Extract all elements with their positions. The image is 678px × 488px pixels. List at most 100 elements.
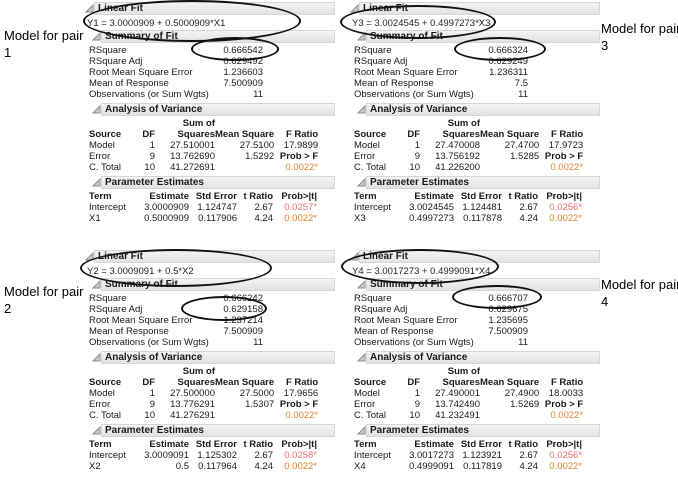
summary-of-fit-header[interactable]: Summary of Fit [85,278,335,291]
summary-value: 0.629158 [223,304,263,315]
anova-p-value: 0.0022* [285,410,319,421]
summary-of-fit-title: Summary of Fit [101,278,335,291]
estimates-cell: X1 [89,213,101,224]
estimates-col-header: t Ratio [243,439,273,450]
anova-cell: 10 [144,410,155,421]
disclosure-triangle-icon[interactable] [92,280,101,289]
anova-prob-f-label: Prob > F [279,399,319,410]
estimates-cell: 4.24 [519,213,539,224]
summary-value: 0.666242 [223,293,263,304]
anova-cell: Model [354,140,380,151]
summary-value: 7.500909 [223,78,263,89]
anova-col-header: F Ratio [285,377,319,388]
anova-cell: 13.756192 [435,151,480,162]
summary-label: Observations (or Sum Wgts) [354,337,474,348]
estimates-p-value: 0.0022* [549,461,582,472]
estimates-cell: 1.124481 [462,202,502,213]
estimates-cell: 3.0017273 [409,450,454,461]
summary-value: 11 [253,89,263,100]
estimates-col-header: t Ratio [508,439,538,450]
estimates-cell: X3 [354,213,366,224]
anova-header[interactable]: Analysis of Variance [350,351,600,364]
parameter-estimates-header[interactable]: Parameter Estimates [85,176,335,189]
estimates-col-header: Term [89,439,112,450]
anova-col-header: Mean Square [215,377,275,388]
linear-fit-header[interactable]: Linear Fit [350,2,600,15]
anova-cell: 10 [409,162,420,173]
parameter-estimates-header[interactable]: Parameter Estimates [350,424,600,437]
linear-fit-header[interactable]: Linear Fit [350,250,600,263]
fit-equation: Y4 = 3.0017273 + 0.4999091*X4 [352,266,491,277]
estimates-col-header: Term [354,191,377,202]
anova-col-header: DF [407,377,420,388]
summary-value: 7.500909 [223,326,263,337]
disclosure-triangle-icon[interactable] [357,178,366,187]
disclosure-triangle-icon[interactable] [357,32,366,41]
estimates-p-value: 0.0258* [284,450,317,461]
summary-label: RSquare Adj [354,56,408,67]
summary-of-fit-table: RSquare 0.666242 RSquare Adj 0.629158 Root… [89,293,263,348]
linear-fit-header[interactable]: Linear Fit [85,250,335,263]
parameter-estimates-header[interactable]: Parameter Estimates [350,176,600,189]
anova-title: Analysis of Variance [101,103,335,116]
summary-of-fit-header[interactable]: Summary of Fit [350,30,600,43]
disclosure-triangle-icon[interactable] [357,353,366,362]
summary-label: Mean of Response [354,78,434,89]
estimates-cell: 1.124747 [197,202,237,213]
estimates-cell: 2.67 [519,450,539,461]
disclosure-triangle-icon[interactable] [350,252,359,261]
disclosure-triangle-icon[interactable] [92,105,101,114]
estimates-col-header: t Ratio [508,191,538,202]
summary-of-fit-header[interactable]: Summary of Fit [85,30,335,43]
anova-cell [480,410,539,421]
estimates-cell: X4 [354,461,366,472]
summary-label: Root Mean Square Error [354,67,458,78]
disclosure-triangle-icon[interactable] [92,353,101,362]
anova-cell: 1 [149,140,155,151]
estimates-cell: Intercept [354,202,391,213]
estimates-cell: 0.117906 [198,213,237,224]
disclosure-triangle-icon[interactable] [92,178,101,187]
anova-cell: 17.9899 [283,140,319,151]
anova-title: Analysis of Variance [366,103,600,116]
disclosure-triangle-icon[interactable] [85,252,94,261]
anova-cell: Model [89,388,115,399]
summary-label: Mean of Response [89,78,169,89]
anova-cell: 10 [409,410,420,421]
anova-cell: C. Total [354,410,387,421]
summary-label: Mean of Response [89,326,169,337]
anova-header[interactable]: Analysis of Variance [85,351,335,364]
anova-prob-f-label: Prob > F [544,151,584,162]
parameter-estimates-table: Term Estimate Std Error t Ratio Prob>|t|… [354,191,582,224]
parameter-estimates-header[interactable]: Parameter Estimates [85,424,335,437]
anova-cell: 18.0033 [548,388,584,399]
disclosure-triangle-icon[interactable] [92,426,101,435]
anova-col-header: Squares [442,129,481,140]
anova-header[interactable]: Analysis of Variance [85,103,335,116]
anova-cell: 1.5307 [245,399,275,410]
summary-label: Root Mean Square Error [354,315,458,326]
estimates-p-value: 0.0256* [549,202,582,213]
summary-of-fit-header[interactable]: Summary of Fit [350,278,600,291]
summary-value: 0.666707 [488,293,528,304]
disclosure-triangle-icon[interactable] [92,32,101,41]
anova-cell: C. Total [89,410,122,421]
disclosure-triangle-icon[interactable] [357,105,366,114]
anova-cell: 13.762690 [170,151,215,162]
disclosure-triangle-icon[interactable] [357,280,366,289]
linear-fit-header[interactable]: Linear Fit [85,2,335,15]
disclosure-triangle-icon[interactable] [357,426,366,435]
anova-header[interactable]: Analysis of Variance [350,103,600,116]
estimates-cell: Intercept [89,202,126,213]
summary-value: 0.666324 [488,45,528,56]
estimates-col-header: Estimate [149,439,189,450]
anova-cell: 27.4700 [504,140,540,151]
anova-col-header: Mean Square [480,377,540,388]
disclosure-triangle-icon[interactable] [350,4,359,13]
disclosure-triangle-icon[interactable] [85,4,94,13]
summary-value: 1.236311 [489,67,528,78]
anova-cell: 27.470008 [435,140,480,151]
estimates-cell: 1.123921 [462,450,502,461]
estimates-cell: 2.67 [519,202,539,213]
